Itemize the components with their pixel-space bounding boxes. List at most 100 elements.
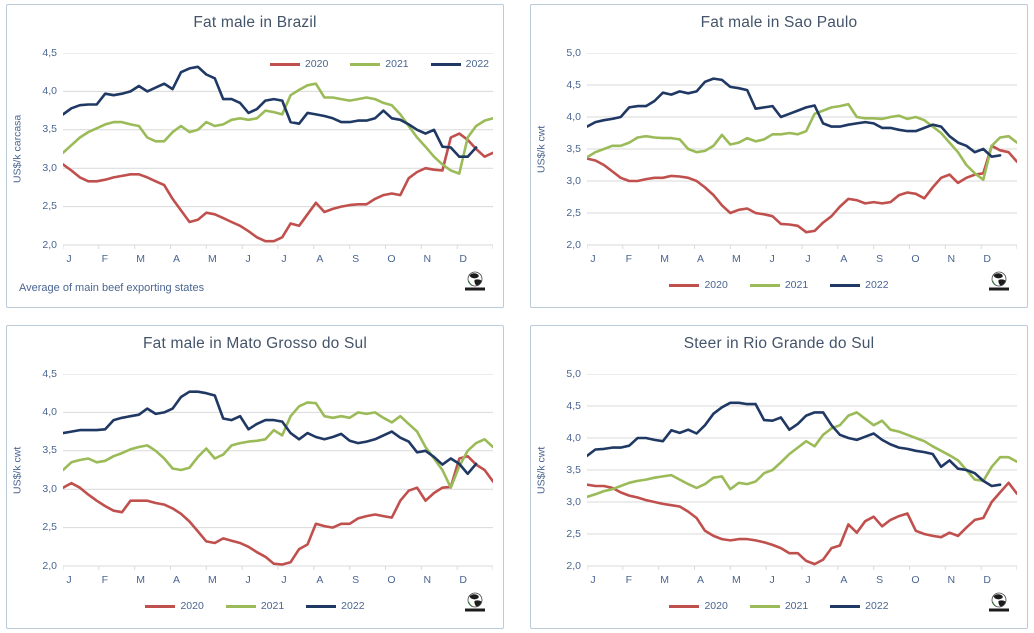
y-tick-label: 3,5 — [42, 123, 57, 136]
legend: 2020 2021 2022 — [269, 58, 489, 70]
chart-panel-rio-grande-do-sul: Steer in Rio Grande do Sul US$/k cwt 202… — [530, 325, 1028, 629]
x-tick-label: J — [245, 574, 251, 586]
x-tick-label: N — [423, 574, 432, 586]
y-tick-label: 2,0 — [566, 238, 581, 251]
x-tick-label: A — [696, 253, 704, 265]
y-tick-label: 3,0 — [566, 495, 581, 508]
x-tick-label: O — [911, 253, 920, 265]
chart-canvas — [61, 52, 495, 249]
y-tick-label: 4,5 — [42, 46, 57, 59]
y-tick-label: 4,0 — [42, 84, 57, 97]
y-tick-label: 2,0 — [42, 238, 57, 251]
plot-area — [61, 373, 495, 572]
x-tick-label: D — [459, 574, 467, 586]
y-tick-label: 4,5 — [566, 399, 581, 412]
x-tick-label: A — [840, 574, 848, 586]
x-tick-label: M — [731, 253, 741, 265]
legend-item-2021: 2021 — [749, 279, 809, 291]
x-tick-label: J — [281, 574, 287, 586]
x-tick-label: D — [983, 574, 991, 586]
x-tick-label: A — [172, 574, 180, 586]
y-tick-label: 2,0 — [42, 559, 57, 572]
chart-title: Fat male in Mato Grosso do Sul — [143, 335, 367, 352]
x-tick-label: F — [625, 574, 633, 586]
legend-label: 2020 — [704, 600, 728, 612]
x-tick-label: M — [660, 574, 670, 586]
y-tick-label: 2,5 — [566, 527, 581, 540]
globe-logo-icon — [987, 271, 1011, 296]
legend: 2020 2021 2022 — [531, 600, 1027, 612]
legend-label: 2022 — [465, 58, 489, 70]
x-tick-label: J — [769, 574, 775, 586]
y-tick-label: 5,0 — [566, 46, 581, 59]
y-tick-label: 3,0 — [42, 482, 57, 495]
x-tick-label: A — [840, 253, 848, 265]
chart-canvas — [585, 373, 1019, 570]
x-tick-label: S — [876, 574, 884, 586]
x-tick-label: J — [769, 253, 775, 265]
legend-line-swatch — [749, 283, 780, 287]
x-tick-label: J — [805, 574, 811, 586]
x-tick-label: J — [66, 253, 72, 265]
x-tick-label: A — [316, 253, 324, 265]
chart-title: Fat male in Brazil — [193, 14, 317, 31]
legend-line-swatch — [830, 604, 861, 608]
x-tick-label: O — [911, 574, 920, 586]
y-tick-label: 2,0 — [566, 559, 581, 572]
legend-line-swatch — [269, 62, 300, 66]
legend-item-2022: 2022 — [430, 58, 489, 70]
plot-area — [61, 52, 495, 251]
y-tick-label: 4,0 — [566, 431, 581, 444]
x-tick-label: M — [136, 574, 146, 586]
legend-label: 2021 — [784, 600, 809, 612]
x-tick-label: M — [731, 574, 741, 586]
legend-item-2020: 2020 — [669, 279, 728, 291]
x-tick-label: J — [245, 253, 251, 265]
legend-label: 2022 — [865, 600, 889, 612]
x-tick-label: M — [207, 253, 217, 265]
globe-logo-icon — [987, 592, 1011, 617]
legend: 2020 2021 2022 — [7, 600, 503, 612]
x-tick-label: F — [101, 253, 109, 265]
legend-label: 2021 — [784, 279, 809, 291]
legend-item-2020: 2020 — [145, 600, 204, 612]
legend-line-swatch — [306, 604, 337, 608]
x-tick-label: D — [983, 253, 991, 265]
plot-area — [585, 373, 1019, 572]
x-tick-label: M — [660, 253, 670, 265]
legend-line-swatch — [749, 604, 780, 608]
x-tick-label: F — [625, 253, 633, 265]
legend-label: 2022 — [865, 279, 889, 291]
x-tick-label: S — [352, 253, 360, 265]
y-tick-label: 5,0 — [566, 367, 581, 380]
plot-area — [585, 52, 1019, 251]
x-tick-label: N — [423, 253, 432, 265]
chart-canvas — [585, 52, 1019, 249]
chart-title: Fat male in Sao Paulo — [700, 14, 858, 31]
y-tick-label: 4,0 — [566, 110, 581, 123]
y-axis-title: US$/k carcasa — [11, 114, 24, 184]
legend-item-2020: 2020 — [669, 600, 728, 612]
legend-item-2021: 2021 — [350, 58, 409, 70]
x-tick-label: A — [172, 253, 180, 265]
x-tick-label: N — [947, 253, 956, 265]
x-tick-label: S — [876, 253, 884, 265]
chart-panel-brazil: Fat male in Brazil US$/k carcasa 2020 202… — [6, 4, 504, 308]
legend-line-swatch — [669, 283, 700, 287]
x-tick-label: N — [947, 574, 956, 586]
y-tick-label: 3,5 — [566, 463, 581, 476]
chart-footnote: Average of main beef exporting states — [19, 282, 205, 294]
x-tick-label: A — [696, 574, 704, 586]
legend-line-swatch — [669, 604, 700, 608]
y-tick-label: 4,5 — [42, 367, 57, 380]
y-tick-label: 2,5 — [566, 206, 581, 219]
globe-logo-icon — [463, 271, 487, 296]
x-tick-label: J — [281, 253, 287, 265]
x-tick-label: J — [805, 253, 811, 265]
legend-line-swatch — [225, 604, 256, 608]
legend-label: 2020 — [180, 600, 204, 612]
legend-line-swatch — [830, 283, 861, 287]
y-tick-label: 4,5 — [566, 78, 581, 91]
chart-panel-sao-paulo: Fat male in Sao Paulo US$/k cwt 2020 2021… — [530, 4, 1028, 308]
